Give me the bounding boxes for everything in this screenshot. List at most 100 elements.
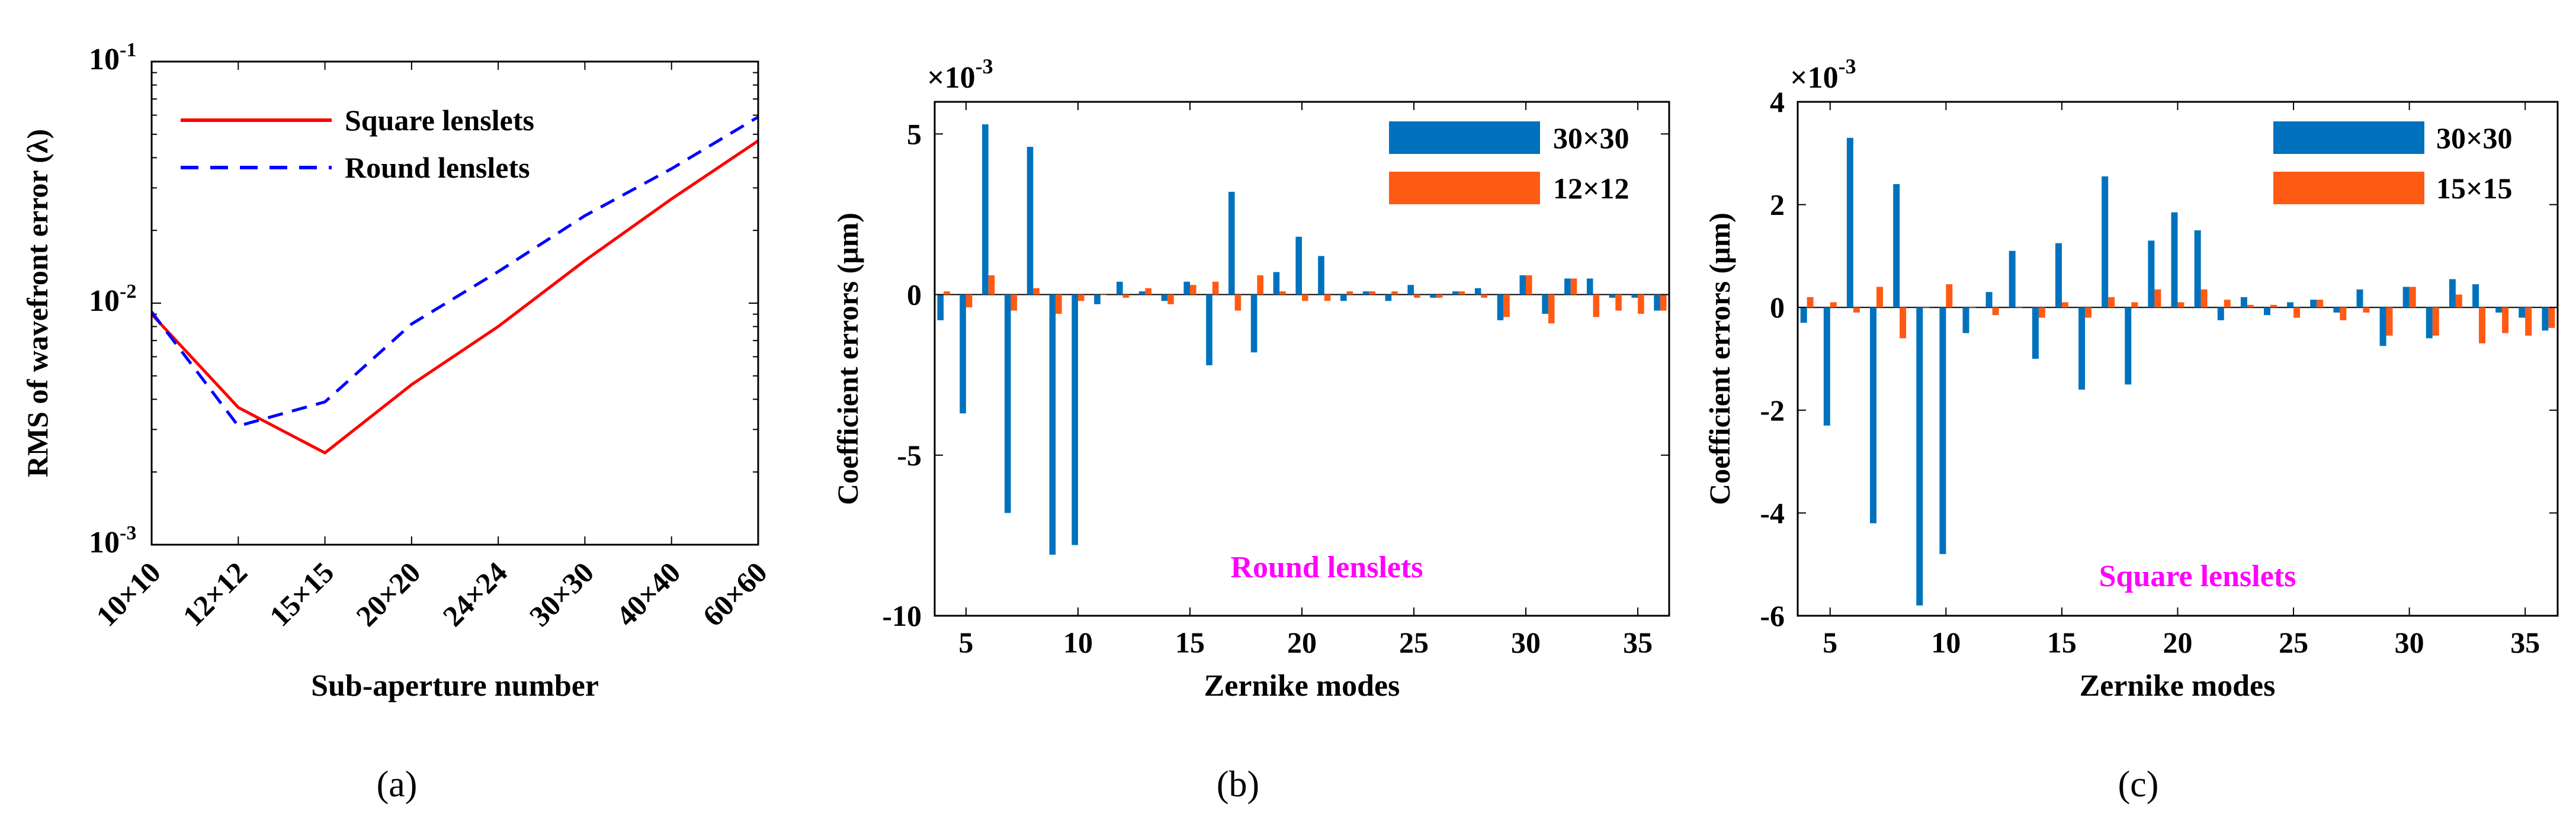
panel-b-legend-30x30-swatch (1389, 121, 1540, 154)
b-bar-series1 (1542, 294, 1548, 314)
panel-b-scale-factor: ×10-3 (927, 54, 993, 95)
b-bar-series2 (988, 275, 995, 295)
panel-a-xtick-label: 40×40 (609, 555, 686, 632)
b-bar-series2 (1593, 294, 1600, 317)
c-bar-series1 (2148, 240, 2155, 308)
c-bar-series2 (2085, 307, 2091, 318)
panel-b-legend-30x30-label: 30×30 (1553, 121, 1629, 155)
b-bar-series2 (944, 291, 950, 295)
panel-b-annotation: Round lenslets (1230, 551, 1423, 584)
b-bar-series1 (1654, 294, 1660, 311)
panel-c-bar-chart: -6 -4 -2 0 2 4 5 10 15 20 25 30 35 ×10-3 Coefficien… (1703, 54, 2559, 805)
panel-a-xtick-label: 15×15 (263, 555, 340, 632)
c-xtick-label: 5 (1823, 626, 1837, 659)
c-bar-series2 (2247, 304, 2254, 308)
b-bar-series1 (1318, 256, 1324, 295)
b-xtick-label: 30 (1511, 626, 1541, 659)
b-bar-series2 (1503, 294, 1510, 317)
panel-c-legend-30x30-swatch (2273, 121, 2424, 154)
c-xtick-label: 10 (1931, 626, 1961, 659)
c-bar-series1 (2009, 250, 2016, 308)
b-bar-series1 (1407, 285, 1414, 295)
c-bar-series2 (2108, 297, 2115, 308)
b-bar-series1 (1117, 281, 1123, 295)
c-bar-series2 (2432, 307, 2439, 336)
c-xtick-label: 35 (2510, 626, 2540, 659)
b-bar-series1 (1609, 294, 1616, 298)
b-bar-series2 (1548, 294, 1555, 324)
panel-b-caption: (b) (1217, 764, 1259, 805)
c-bar-series2 (1807, 297, 1814, 308)
c-bar-series2 (2177, 302, 2184, 308)
panel-a-series-line-round (150, 115, 759, 428)
b-bar-series1 (1094, 294, 1101, 304)
b-bar-series2 (1638, 294, 1644, 314)
panel-c-caption: (c) (2118, 764, 2159, 805)
panel-a-ytick-label-1e-3: 10-3 (89, 522, 136, 560)
b-bar-series2 (1078, 294, 1085, 301)
c-bar-series2 (1946, 284, 1953, 308)
c-bar-series1 (1823, 307, 1830, 426)
b-bar-series2 (1010, 294, 1018, 311)
b-bar-series2 (1436, 294, 1443, 298)
b-xtick-label: 5 (958, 626, 973, 659)
c-bar-series2 (2200, 289, 2208, 308)
b-ytick-label: 5 (907, 117, 922, 150)
c-bar-series1 (2125, 307, 2132, 385)
b-xtick-label: 15 (1175, 626, 1205, 659)
b-bar-series1 (1206, 294, 1212, 365)
panel-a-xtick-label: 12×12 (177, 555, 254, 632)
c-ytick-label: 0 (1770, 291, 1785, 324)
b-bar-series2 (1234, 294, 1242, 311)
c-bar-series2 (2363, 307, 2370, 313)
c-bar-series1 (2333, 307, 2340, 313)
c-bar-series1 (2287, 302, 2294, 308)
panel-a-xtick-label: 30×30 (523, 555, 600, 632)
panel-a-line-chart: 10-3 10-2 10-1 10×10 12×12 15×15 20×20 24×24… (21, 39, 774, 805)
b-ytick-label: -5 (897, 439, 922, 472)
c-bar-series2 (2502, 307, 2509, 333)
panel-b-plot-area (935, 102, 1669, 616)
c-bar-series2 (2131, 302, 2138, 308)
b-bar-series2 (1212, 281, 1219, 295)
c-bar-series1 (2495, 307, 2503, 313)
c-bar-series2 (1900, 307, 1907, 339)
panel-c-legend: 30×30 15×15 (2273, 121, 2513, 205)
panel-a-ytick-label-1e-1: 10-1 (89, 39, 136, 76)
c-xtick-label: 25 (2279, 626, 2308, 659)
panel-a-xtick-label: 10×10 (89, 555, 166, 632)
c-bar-series2 (2548, 307, 2555, 328)
b-bar-series1 (937, 294, 944, 320)
c-bar-series2 (2015, 307, 2022, 308)
b-bar-series2 (1660, 294, 1667, 311)
b-bar-series2 (1167, 294, 1174, 304)
b-bar-series1 (1250, 294, 1257, 353)
c-bar-series1 (2217, 307, 2224, 320)
c-bar-series1 (2472, 284, 2479, 308)
b-bar-series2 (1526, 275, 1532, 295)
c-bar-series1 (2519, 307, 2526, 318)
c-bar-series2 (1992, 307, 1999, 316)
b-bar-series1 (1183, 281, 1190, 295)
c-bar-series1 (1800, 307, 1807, 323)
c-bar-series1 (1916, 307, 1923, 606)
c-ytick-label: 4 (1770, 85, 1785, 118)
panel-a-legend: Square lenslets Round lenslets (181, 104, 534, 184)
c-bar-series2 (2061, 302, 2068, 308)
b-bar-series2 (1033, 288, 1040, 295)
b-ytick-label: -10 (882, 599, 922, 632)
b-bar-series1 (1228, 191, 1235, 295)
c-bar-series2 (1830, 302, 1837, 308)
c-bar-series2 (2386, 307, 2393, 336)
c-bar-series2 (2455, 294, 2462, 308)
panel-a-caption: (a) (377, 764, 418, 805)
c-bar-series1 (1962, 307, 1969, 333)
b-bar-series1 (1497, 294, 1504, 320)
panel-b-legend-12x12-label: 12×12 (1553, 172, 1629, 205)
c-bar-series2 (2293, 307, 2301, 318)
panel-a-legend-square-label: Square lenslets (345, 104, 534, 137)
c-bar-series1 (1939, 307, 1946, 554)
b-bar-series1 (982, 124, 989, 295)
b-bar-series1 (960, 294, 966, 414)
